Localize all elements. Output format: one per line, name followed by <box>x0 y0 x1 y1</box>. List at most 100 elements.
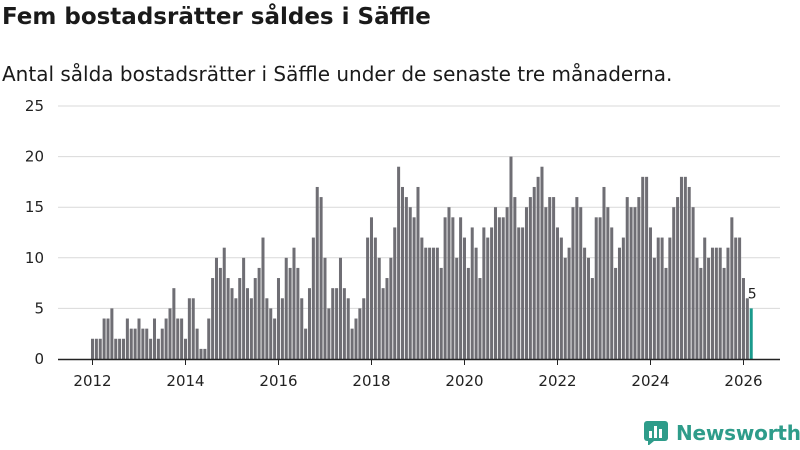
bar <box>102 318 106 359</box>
bar <box>199 348 203 359</box>
bar <box>362 298 366 359</box>
bar <box>470 227 474 359</box>
bar <box>203 348 207 359</box>
bar <box>548 197 552 359</box>
bar <box>257 267 261 359</box>
bar <box>346 298 350 359</box>
bar <box>668 237 672 359</box>
bar <box>149 338 153 359</box>
bar <box>342 288 346 359</box>
x-tick-label: 2022 <box>538 372 576 390</box>
bar <box>447 207 451 359</box>
y-axis-ticks: 0 5 10 15 20 25 <box>25 97 44 368</box>
bar <box>180 318 184 359</box>
bar <box>350 328 354 359</box>
bar <box>443 217 447 359</box>
bar <box>594 217 598 359</box>
brand-name: Newsworthy <box>676 421 800 445</box>
highlight-data-label: 5 <box>748 286 757 302</box>
bar <box>160 328 164 359</box>
bar <box>660 237 664 359</box>
bar <box>695 257 699 359</box>
bar <box>505 207 509 359</box>
bar <box>400 186 404 359</box>
bar <box>141 328 145 359</box>
bar <box>745 298 749 359</box>
bar <box>292 247 296 359</box>
y-tick-label: 10 <box>25 249 44 267</box>
bar <box>156 338 160 359</box>
bar <box>703 237 707 359</box>
bar <box>311 237 315 359</box>
bar <box>211 278 215 359</box>
bar <box>575 197 579 359</box>
bar <box>734 237 738 359</box>
bar <box>369 217 373 359</box>
bar <box>110 308 114 359</box>
bar <box>377 257 381 359</box>
x-tick-label: 2020 <box>445 372 483 390</box>
bar <box>416 186 420 359</box>
bar <box>195 328 199 359</box>
bar <box>234 298 238 359</box>
bar <box>617 247 621 359</box>
y-tick-label: 0 <box>34 350 44 368</box>
bar <box>501 217 505 359</box>
bar <box>521 227 525 359</box>
bar <box>699 267 703 359</box>
bar <box>645 176 649 359</box>
bar <box>714 247 718 359</box>
bar <box>462 237 466 359</box>
bar <box>466 267 470 359</box>
bar <box>284 257 288 359</box>
bar <box>137 318 141 359</box>
newsworthy-logo[interactable]: Newsworthy <box>644 420 800 446</box>
bar <box>366 237 370 359</box>
bar <box>614 267 618 359</box>
bar <box>544 207 548 359</box>
bar <box>385 278 389 359</box>
bar <box>637 197 641 359</box>
bar <box>555 227 559 359</box>
bar <box>710 247 714 359</box>
bar <box>331 288 335 359</box>
bar <box>214 257 218 359</box>
x-tick-label: 2016 <box>259 372 297 390</box>
bar <box>431 247 435 359</box>
bar <box>656 237 660 359</box>
bar <box>222 247 226 359</box>
bar <box>687 186 691 359</box>
bar <box>172 288 176 359</box>
bar <box>389 257 393 359</box>
bar <box>373 237 377 359</box>
bar <box>261 237 265 359</box>
bar <box>118 338 122 359</box>
bar <box>486 237 490 359</box>
bar <box>276 278 280 359</box>
bar <box>408 207 412 359</box>
bar <box>718 247 722 359</box>
bar <box>90 338 95 359</box>
x-tick-label: 2014 <box>166 372 204 390</box>
bar <box>129 328 133 359</box>
bar <box>358 308 362 359</box>
x-tick-label: 2012 <box>73 372 111 390</box>
bar <box>226 278 230 359</box>
bar <box>435 247 439 359</box>
bar <box>633 207 637 359</box>
bar <box>598 217 602 359</box>
bar <box>579 207 583 359</box>
bar <box>98 338 102 359</box>
bar <box>621 237 625 359</box>
bar <box>509 156 513 359</box>
bar <box>187 298 191 359</box>
y-tick-label: 15 <box>25 198 44 216</box>
bar <box>125 318 129 359</box>
y-tick-label: 20 <box>25 148 44 166</box>
bar <box>288 267 292 359</box>
bar <box>354 318 358 359</box>
bar <box>327 308 331 359</box>
bar <box>338 257 342 359</box>
bar <box>493 207 497 359</box>
